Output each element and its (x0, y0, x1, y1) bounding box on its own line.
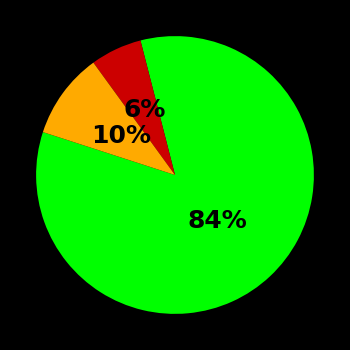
Text: 10%: 10% (91, 124, 151, 148)
Text: 6%: 6% (123, 98, 166, 122)
Text: 84%: 84% (188, 209, 248, 232)
Wedge shape (93, 41, 175, 175)
Wedge shape (43, 63, 175, 175)
Wedge shape (36, 36, 314, 314)
